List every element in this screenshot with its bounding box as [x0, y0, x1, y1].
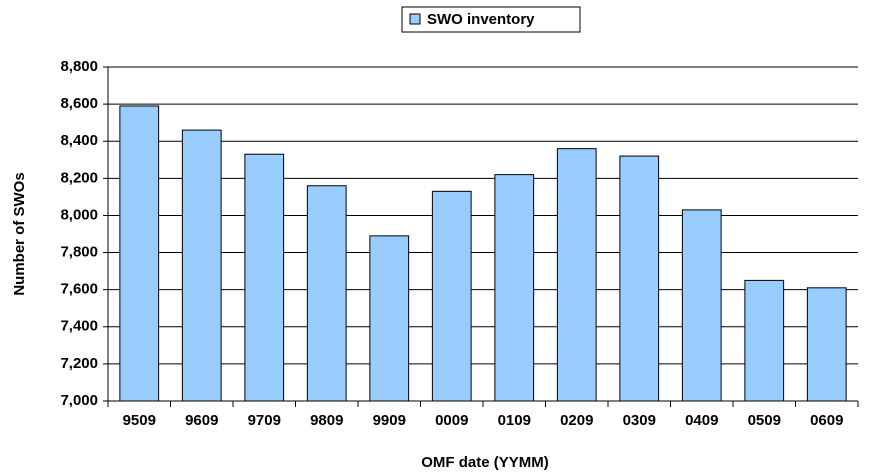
x-tick-label: 9809 [310, 412, 343, 429]
bar [431, 190, 472, 402]
y-tick-label: 7,000 [60, 392, 98, 409]
x-tick-label: 0609 [810, 412, 843, 429]
x-tick-label: 0209 [560, 412, 593, 429]
x-tick-label: 9509 [123, 412, 156, 429]
y-tick-label: 8,000 [60, 206, 98, 223]
bar [556, 148, 597, 402]
x-tick-label: 0509 [748, 412, 781, 429]
bar [119, 105, 160, 402]
y-tick-label: 8,200 [60, 169, 98, 186]
y-tick-label: 8,600 [60, 95, 98, 112]
y-tick-label: 7,200 [60, 355, 98, 372]
legend-label: SWO inventory [427, 11, 535, 28]
y-tick-label: 8,800 [60, 58, 98, 75]
bar [369, 235, 410, 402]
bar [494, 174, 535, 402]
x-tick-label: 0309 [623, 412, 656, 429]
bar [306, 185, 347, 402]
x-tick-label: 0409 [685, 412, 718, 429]
x-tick-label: 9909 [373, 412, 406, 429]
x-axis-title: OMF date (YYMM) [421, 454, 549, 471]
legend-swatch [409, 13, 421, 25]
bar [244, 153, 285, 402]
y-tick-label: 7,800 [60, 244, 98, 261]
bar [181, 129, 222, 402]
y-axis-title: Number of SWOs [11, 172, 28, 295]
x-tick-label: 0009 [435, 412, 468, 429]
x-tick-label: 9609 [185, 412, 218, 429]
y-tick-label: 8,400 [60, 132, 98, 149]
x-tick-label: 9709 [248, 412, 281, 429]
bar [619, 155, 660, 402]
bar [744, 279, 785, 402]
y-tick-label: 7,600 [60, 281, 98, 298]
bar [806, 287, 847, 402]
legend-box [401, 6, 581, 33]
x-tick-label: 0109 [498, 412, 531, 429]
y-tick-label: 7,400 [60, 318, 98, 335]
bar [681, 209, 722, 402]
